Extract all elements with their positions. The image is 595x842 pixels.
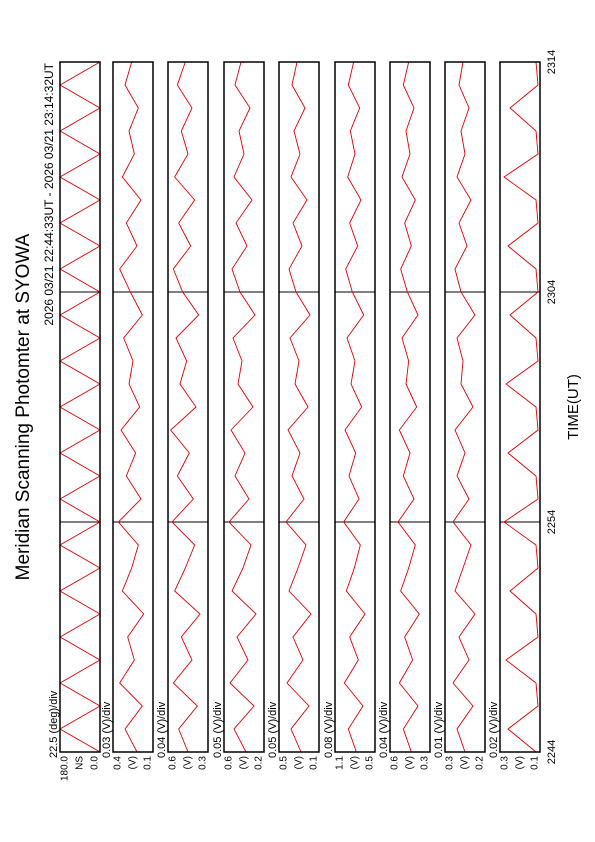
y-tick-label: 0.3 — [500, 756, 511, 770]
panel-annotation: 0.05 (V)/div — [267, 701, 279, 758]
panel-annotation: 0.03 (V)/div — [101, 701, 113, 758]
panel-frame — [335, 62, 375, 752]
panel-border — [499, 61, 541, 753]
data-line — [452, 61, 476, 753]
x-axis-title: TIME(UT) — [565, 374, 582, 440]
panel-annotation: 22.5 (deg)/div — [48, 690, 60, 758]
y-tick-label: 0.2 — [475, 756, 486, 770]
chart-title: Meridian Scanning Photomter at SYOWA — [13, 233, 34, 580]
x-tick-label: 2244 — [546, 740, 558, 764]
panel-frame — [60, 62, 100, 752]
y-tick-label: 1.1 — [335, 756, 346, 770]
y-tick-label: 0.6 — [224, 756, 235, 770]
y-tick-label: 0.5 — [279, 756, 290, 770]
y-tick-label: 0.3 — [198, 756, 209, 770]
y-tick-label: 0.1 — [309, 756, 320, 770]
panel-annotation: 0.05 (V)/div — [212, 701, 224, 758]
y-tick-label: 0.2 — [254, 756, 265, 770]
y-tick-label: 0.5 — [365, 756, 376, 770]
panel-frame — [168, 62, 208, 752]
y-unit-label: (V) — [239, 756, 250, 769]
panel-annotation: 0.01 (V)/div — [433, 701, 445, 758]
panel-border — [334, 61, 376, 753]
data-line — [397, 61, 420, 753]
panel-annotation: 0.04 (V)/div — [378, 701, 390, 758]
panel-border — [167, 61, 209, 753]
panel-frame — [279, 62, 319, 752]
y-tick-label: 0.6 — [168, 756, 179, 770]
panel-annotation: 0.08 (V)/div — [323, 701, 335, 758]
y-unit-label: (V) — [460, 756, 471, 769]
y-unit-label: (V) — [294, 756, 305, 769]
panel-border — [444, 61, 486, 753]
y-unit-label: (V) — [350, 756, 361, 769]
data-line — [343, 61, 366, 753]
x-tick-label: 2304 — [546, 280, 558, 304]
panel-frame — [224, 62, 264, 752]
y-unit-label: (V) — [128, 756, 139, 769]
x-tick-label: 2314 — [546, 50, 558, 74]
y-tick-label: 0.1 — [530, 756, 541, 770]
y-tick-label: 180.0 — [60, 756, 71, 781]
panel-border — [278, 61, 320, 753]
y-tick-label: 0.3 — [420, 756, 431, 770]
panel-frame — [113, 62, 153, 752]
panel-annotation: 0.02 (V)/div — [488, 701, 500, 758]
y-unit-label: (V) — [183, 756, 194, 769]
panel-frame — [390, 62, 430, 752]
y-tick-label: 0.6 — [390, 756, 401, 770]
data-line — [117, 61, 145, 753]
data-line — [228, 61, 257, 753]
chart-subtitle: 2026 03/21 22:44:33UT - 2026 03/21 23:14… — [42, 62, 56, 325]
panel-annotation: 0.04 (V)/div — [156, 701, 168, 758]
panel-frame — [445, 62, 485, 752]
panel-border — [59, 61, 101, 753]
y-unit-label: (V) — [515, 756, 526, 769]
data-line — [170, 61, 201, 753]
y-tick-label: 0.0 — [90, 756, 101, 770]
data-line — [285, 61, 312, 753]
y-unit-label: NS — [75, 756, 86, 770]
y-unit-label: (V) — [405, 756, 416, 769]
x-tick-label: 2254 — [546, 510, 558, 534]
panel-border — [223, 61, 265, 753]
data-line — [503, 61, 539, 753]
panel-border — [112, 61, 154, 753]
y-tick-label: 0.4 — [113, 756, 124, 770]
y-tick-label: 0.1 — [143, 756, 154, 770]
y-tick-label: 0.3 — [445, 756, 456, 770]
panel-border — [389, 61, 431, 753]
panel-frame — [500, 62, 540, 752]
